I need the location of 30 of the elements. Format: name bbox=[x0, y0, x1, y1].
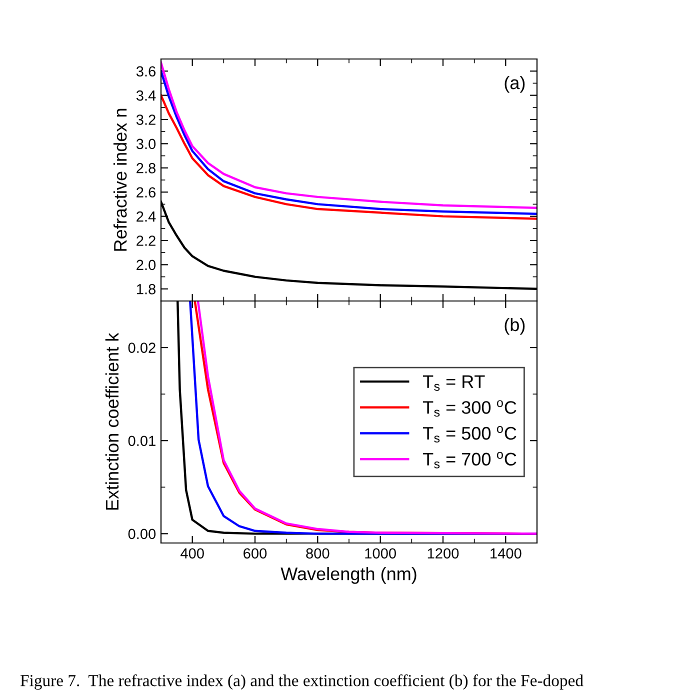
x-tick-label: 1000 bbox=[365, 548, 396, 559]
legend-label: T$_{s}$ = 700 $^{o}$C bbox=[422, 452, 516, 468]
y-tick-label: 2.0 bbox=[136, 260, 156, 270]
y-tick-label: 3.4 bbox=[136, 90, 156, 101]
y-axis-title: Refractive index n bbox=[113, 108, 127, 251]
x-tick-label: 600 bbox=[244, 548, 267, 559]
caption: Figure 7. The refractive index (a) and the extinction coefficient (b) for the Fe-doped bbox=[20, 674, 584, 690]
y-tick-label: 2.2 bbox=[136, 236, 156, 246]
legend-label: T$_{s}$ = RT bbox=[422, 375, 485, 391]
y-axis-title: Extinction coefficient k bbox=[105, 332, 119, 510]
x-tick-label: 800 bbox=[306, 548, 330, 559]
legend-label: T$_{s}$ = 300 $^{o}$C bbox=[422, 400, 516, 417]
y-tick-label: 2.4 bbox=[136, 211, 156, 222]
y-tick-label: 3.6 bbox=[136, 66, 156, 77]
annotation: (a) bbox=[504, 76, 525, 93]
line-series bbox=[161, 94, 537, 220]
y-tick-label: 1.8 bbox=[136, 284, 156, 294]
annotation: (b) bbox=[504, 318, 525, 335]
y-tick-label: 2.8 bbox=[136, 163, 156, 174]
x-axis-title: Wavelength (nm) bbox=[280, 567, 416, 584]
y-tick-label: 0.01 bbox=[128, 436, 156, 446]
y-tick-label: 2.6 bbox=[136, 187, 156, 198]
x-tick-label: 1400 bbox=[490, 548, 522, 559]
y-tick-label: 0.00 bbox=[128, 528, 156, 540]
y-tick-label: 3.2 bbox=[136, 114, 156, 125]
y-tick-label: 0.02 bbox=[128, 342, 156, 353]
x-tick-label: 1200 bbox=[428, 548, 459, 559]
y-tick-label: 3.0 bbox=[136, 138, 156, 150]
x-tick-label: 400 bbox=[180, 548, 204, 559]
legend-label: T$_{s}$ = 500 $^{o}$C bbox=[422, 426, 516, 443]
